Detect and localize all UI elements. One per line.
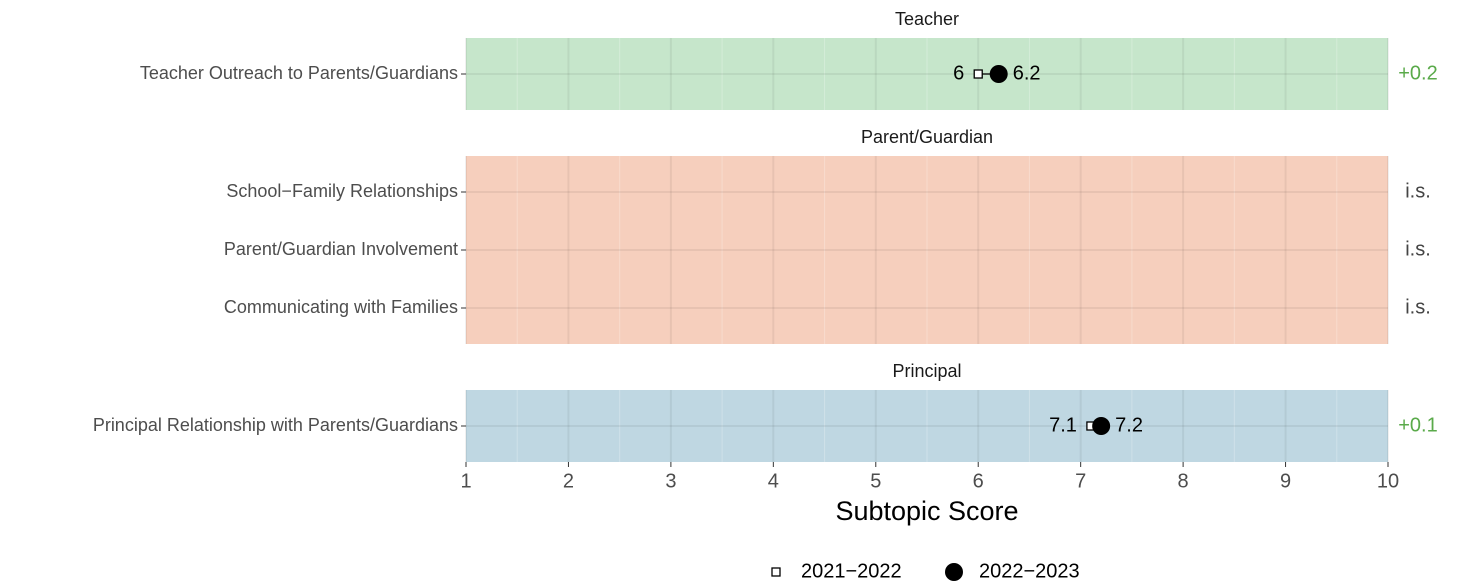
panel-background: [466, 156, 1388, 344]
marker-circle: [989, 65, 1008, 83]
y-tick-label: School−Family Relationships: [226, 181, 458, 201]
panel-title: Teacher: [895, 9, 959, 29]
change-label: +0.1: [1398, 414, 1437, 436]
x-axis-label: Subtopic Score: [835, 496, 1018, 526]
legend-label: 2021−2022: [801, 560, 902, 582]
value-label: 6.2: [1013, 62, 1041, 84]
x-tick-label: 9: [1280, 470, 1291, 492]
legend-label: 2022−2023: [979, 560, 1080, 582]
x-tick-label: 2: [563, 470, 574, 492]
change-label: i.s.: [1405, 180, 1431, 202]
value-label: 7.1: [1049, 414, 1077, 436]
x-tick-label: 1: [460, 470, 471, 492]
change-label: i.s.: [1405, 238, 1431, 260]
legend-marker: [771, 567, 781, 577]
x-tick-label: 7: [1075, 470, 1086, 492]
change-label: +0.2: [1398, 62, 1437, 84]
x-tick-label: 3: [665, 470, 676, 492]
panel-title: Principal: [892, 361, 961, 381]
panel-title: Parent/Guardian: [861, 127, 993, 147]
panel-background: [466, 390, 1388, 462]
x-tick-label: 10: [1377, 470, 1399, 492]
y-tick-label: Communicating with Families: [224, 297, 458, 317]
marker-circle: [1092, 417, 1111, 435]
marker-square: [973, 69, 983, 79]
value-label: 7.2: [1115, 414, 1143, 436]
y-tick-label: Parent/Guardian Involvement: [224, 239, 458, 259]
panel-background: [466, 38, 1388, 110]
x-tick-label: 6: [973, 470, 984, 492]
change-label: i.s.: [1405, 296, 1431, 318]
x-tick-label: 4: [768, 470, 779, 492]
value-label: 6: [953, 62, 964, 84]
x-tick-label: 5: [870, 470, 881, 492]
legend-marker: [945, 563, 963, 581]
y-tick-label: Principal Relationship with Parents/Guar…: [93, 415, 458, 435]
x-tick-label: 8: [1178, 470, 1189, 492]
y-tick-label: Teacher Outreach to Parents/Guardians: [140, 63, 458, 83]
